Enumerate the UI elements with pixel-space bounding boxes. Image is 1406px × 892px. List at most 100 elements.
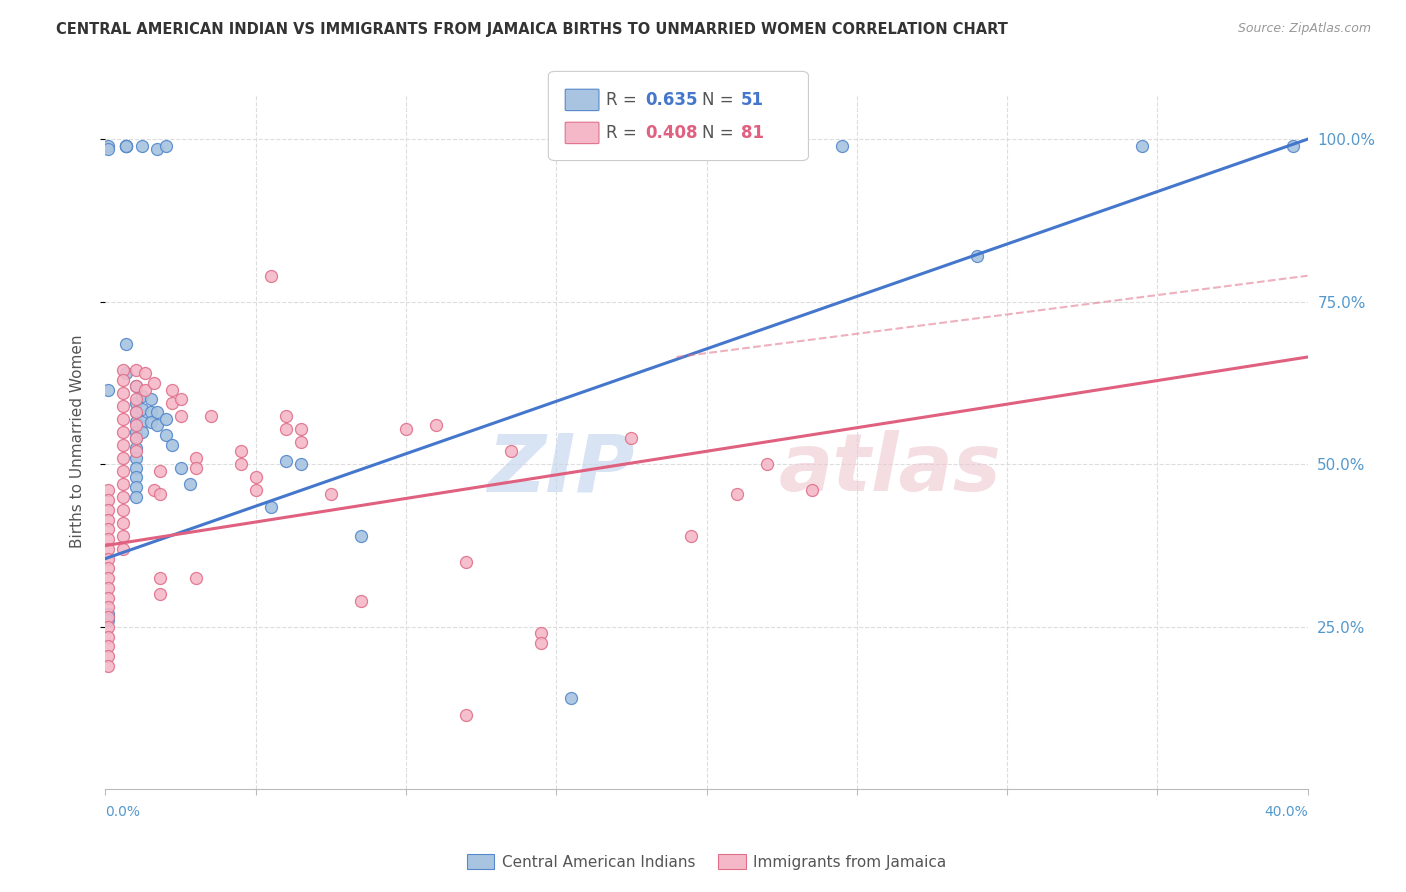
Point bbox=[112, 541, 135, 556]
Point bbox=[124, 395, 146, 409]
Point bbox=[97, 591, 120, 605]
Point bbox=[148, 587, 170, 601]
Text: 51: 51 bbox=[741, 91, 763, 109]
Point bbox=[112, 425, 135, 439]
Point bbox=[112, 411, 135, 425]
Point bbox=[229, 458, 252, 472]
Point bbox=[97, 607, 120, 621]
Point bbox=[831, 138, 853, 153]
Point bbox=[148, 464, 170, 478]
Text: atlas: atlas bbox=[779, 430, 1001, 508]
Point bbox=[155, 428, 177, 442]
Point bbox=[97, 493, 120, 508]
Point bbox=[139, 415, 162, 429]
Point bbox=[145, 405, 167, 419]
Point bbox=[350, 594, 373, 608]
Point bbox=[131, 425, 153, 439]
Point bbox=[131, 389, 153, 403]
Point bbox=[142, 376, 165, 390]
Point bbox=[124, 490, 146, 504]
Text: 81: 81 bbox=[741, 124, 763, 142]
Point bbox=[97, 610, 120, 624]
Point bbox=[124, 444, 146, 458]
Text: R =: R = bbox=[606, 91, 643, 109]
Point bbox=[124, 480, 146, 494]
Point bbox=[148, 571, 170, 585]
Point bbox=[97, 142, 120, 156]
Point bbox=[115, 138, 138, 153]
Point bbox=[454, 707, 477, 722]
Point bbox=[200, 409, 222, 423]
Point bbox=[755, 458, 778, 472]
Point bbox=[145, 142, 167, 156]
Point bbox=[112, 438, 135, 452]
Point bbox=[112, 385, 135, 400]
Text: Source: ZipAtlas.com: Source: ZipAtlas.com bbox=[1237, 22, 1371, 36]
Point bbox=[530, 636, 553, 650]
Point bbox=[260, 500, 283, 514]
Text: CENTRAL AMERICAN INDIAN VS IMMIGRANTS FROM JAMAICA BIRTHS TO UNMARRIED WOMEN COR: CENTRAL AMERICAN INDIAN VS IMMIGRANTS FR… bbox=[56, 22, 1008, 37]
Point bbox=[97, 541, 120, 556]
Point bbox=[124, 392, 146, 407]
Point bbox=[112, 476, 135, 491]
Point bbox=[139, 405, 162, 419]
Point bbox=[501, 444, 523, 458]
Text: 0.0%: 0.0% bbox=[105, 805, 141, 819]
Point bbox=[142, 483, 165, 498]
Point bbox=[681, 529, 703, 543]
Point bbox=[319, 486, 342, 500]
Point bbox=[97, 512, 120, 526]
Point bbox=[124, 431, 146, 445]
Point bbox=[112, 529, 135, 543]
Text: ZIP: ZIP bbox=[486, 430, 634, 508]
Point bbox=[245, 483, 267, 498]
Point bbox=[245, 470, 267, 484]
Point bbox=[134, 366, 156, 380]
Point bbox=[169, 460, 191, 475]
Point bbox=[112, 363, 135, 377]
Point bbox=[97, 581, 120, 595]
Point bbox=[184, 450, 207, 465]
Point bbox=[160, 383, 183, 397]
Text: 0.635: 0.635 bbox=[645, 91, 697, 109]
Point bbox=[350, 529, 373, 543]
Point bbox=[97, 658, 120, 673]
Point bbox=[97, 138, 120, 153]
Point bbox=[124, 379, 146, 393]
Point bbox=[124, 418, 146, 433]
Text: 0.408: 0.408 bbox=[645, 124, 697, 142]
Point bbox=[97, 620, 120, 634]
Point bbox=[124, 405, 146, 419]
Point bbox=[124, 405, 146, 419]
Point bbox=[124, 460, 146, 475]
Point bbox=[97, 532, 120, 546]
Legend: Central American Indians, Immigrants from Jamaica: Central American Indians, Immigrants fro… bbox=[460, 847, 953, 876]
Point bbox=[112, 490, 135, 504]
Point bbox=[395, 421, 418, 435]
Point bbox=[290, 421, 312, 435]
Point bbox=[115, 138, 138, 153]
Point bbox=[112, 464, 135, 478]
Point bbox=[184, 460, 207, 475]
Point bbox=[169, 392, 191, 407]
Point bbox=[124, 470, 146, 484]
Text: N =: N = bbox=[702, 91, 738, 109]
Point bbox=[112, 450, 135, 465]
Point bbox=[620, 431, 643, 445]
Point bbox=[131, 415, 153, 429]
Point bbox=[966, 249, 988, 263]
Point bbox=[97, 613, 120, 627]
Point bbox=[112, 373, 135, 387]
Point bbox=[179, 476, 201, 491]
Point bbox=[124, 431, 146, 445]
Point bbox=[155, 138, 177, 153]
Point bbox=[274, 454, 297, 468]
Point bbox=[169, 409, 191, 423]
Text: N =: N = bbox=[702, 124, 738, 142]
Point bbox=[115, 138, 138, 153]
Point bbox=[725, 486, 748, 500]
Point bbox=[148, 486, 170, 500]
Point bbox=[134, 383, 156, 397]
Point bbox=[184, 571, 207, 585]
Point bbox=[1130, 138, 1153, 153]
